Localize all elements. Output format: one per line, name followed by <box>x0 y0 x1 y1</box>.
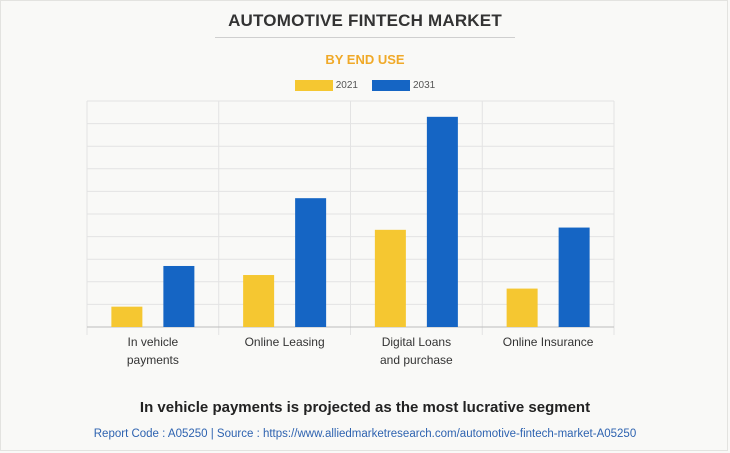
legend-label-2031: 2031 <box>413 80 436 91</box>
bar-2021-2 <box>374 229 406 327</box>
bar-2031-0 <box>163 265 195 327</box>
bar-2021-1 <box>243 275 275 327</box>
bar-2021-3 <box>506 288 538 327</box>
legend: 2021 2031 <box>0 80 730 91</box>
legend-item-2031: 2031 <box>372 80 435 91</box>
chart-subtitle: BY END USE <box>325 52 405 67</box>
bar-2031-1 <box>295 198 327 327</box>
chart-title: AUTOMOTIVE FINTECH MARKET <box>228 11 502 30</box>
category-label: and purchase <box>380 353 453 367</box>
bar-2031-2 <box>426 116 458 327</box>
category-label: payments <box>127 353 179 367</box>
category-label: Digital Loans <box>382 335 451 349</box>
headline: In vehicle payments is projected as the … <box>139 399 591 416</box>
bar-2021-0 <box>111 306 143 327</box>
category-label-layer: In vehicle payments Online Leasing Digital … <box>127 335 594 367</box>
category-label: Online Insurance <box>503 335 594 349</box>
bar-2031-3 <box>558 227 590 327</box>
legend-swatch-2031 <box>372 80 410 91</box>
category-label: In vehicle <box>128 335 179 349</box>
legend-label-2021: 2021 <box>335 80 358 91</box>
category-label: Online Leasing <box>245 335 325 349</box>
title-divider <box>215 37 515 38</box>
bar-layer <box>111 116 590 327</box>
legend-swatch-2021 <box>294 80 333 91</box>
source-footer: Report Code : A05250 | Source : https://… <box>93 428 637 440</box>
legend-item-2021: 2021 <box>294 80 358 91</box>
